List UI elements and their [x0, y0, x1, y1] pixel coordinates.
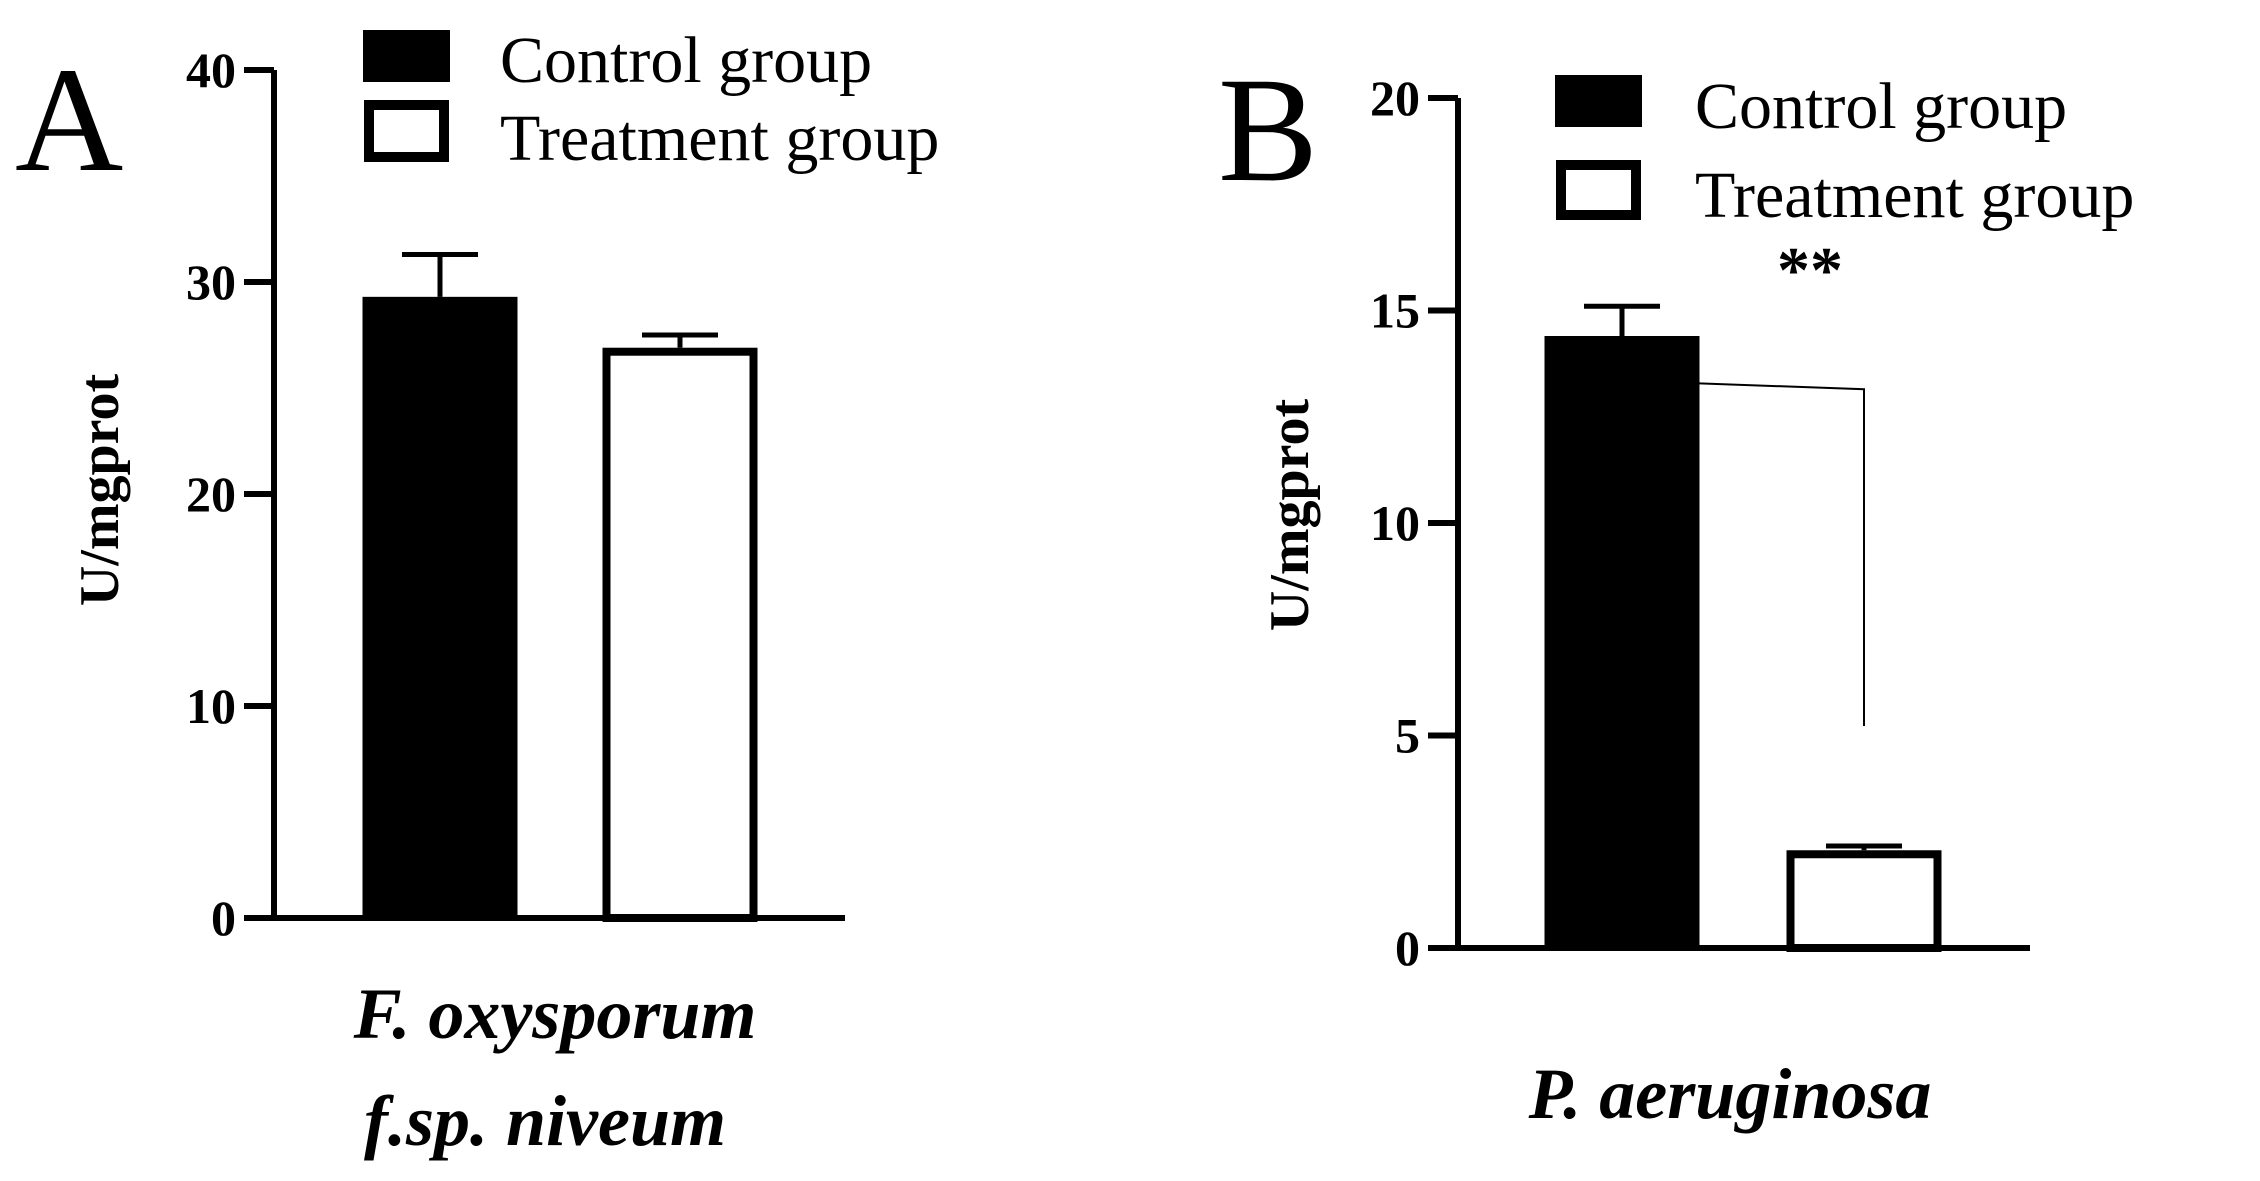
- y-tick-label: 10: [1370, 495, 1420, 551]
- legend-treatment-swatch: [1556, 160, 1641, 220]
- legend-control-label: Control group: [500, 24, 872, 97]
- legend-treatment-label: Treatment group: [1695, 159, 2134, 232]
- x-axis-label: P. aeruginosa: [1528, 1054, 1932, 1134]
- bar-control: [1544, 336, 1700, 948]
- bar-treatment: [602, 347, 758, 923]
- y-tick-label: 10: [186, 678, 236, 734]
- y-tick-label: 0: [1395, 920, 1420, 976]
- y-tick-label: 20: [1370, 70, 1420, 126]
- y-tick-label: 30: [186, 254, 236, 310]
- y-tick-label: 40: [186, 42, 236, 98]
- y-tick-label: 15: [1370, 283, 1420, 339]
- y-tick-label: 0: [211, 890, 236, 946]
- y-axis-label: U/mgprot: [1259, 399, 1321, 632]
- bar-treatment: [1786, 850, 1942, 952]
- x-axis-label-line-2: f.sp. niveum: [364, 1081, 726, 1161]
- y-tick-label: 5: [1395, 708, 1420, 764]
- x-axis-label-line-1: F. oxysporum: [353, 974, 757, 1054]
- legend-treatment-swatch: [364, 100, 449, 162]
- panel-a-letter: A: [15, 37, 123, 203]
- panel-a-chart: A Control group Treatment group U/mgprot…: [15, 24, 939, 1161]
- legend-control-swatch: [363, 30, 450, 82]
- bar-control: [362, 296, 518, 919]
- panel-b-chart: B Control group Treatment group U/mgprot…: [1218, 47, 2134, 1134]
- legend-control-swatch: [1555, 75, 1642, 127]
- legend-treatment-label: Treatment group: [500, 102, 939, 175]
- significance-marker: **: [1777, 234, 1843, 307]
- y-tick-label: 20: [186, 466, 236, 522]
- y-axis-label: U/mgprot: [69, 374, 131, 607]
- legend-control-label: Control group: [1695, 70, 2067, 143]
- panel-b-letter: B: [1218, 47, 1318, 213]
- significance-bracket: [1639, 380, 1865, 726]
